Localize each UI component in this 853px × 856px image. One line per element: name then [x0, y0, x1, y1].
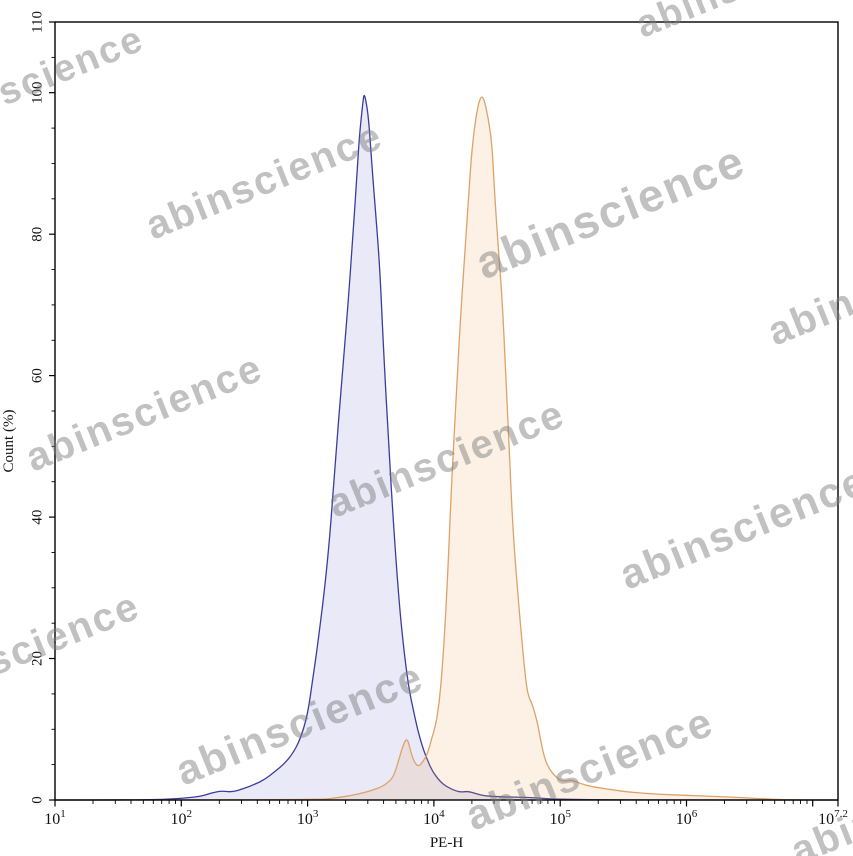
series-layer: [54, 94, 838, 801]
orange-histogram-area: [55, 97, 838, 800]
x-tick-label: 101: [44, 808, 66, 828]
y-tick-label: 0: [29, 796, 45, 804]
x-tick-label: 106: [676, 808, 698, 828]
x-tick-label: 102: [171, 808, 193, 828]
blue-histogram-curve: [54, 94, 838, 801]
y-tick-label: 100: [29, 81, 45, 104]
x-tick-label: 107.2: [818, 808, 848, 828]
y-tick-label: 80: [29, 227, 45, 242]
y-tick-label: 110: [29, 11, 45, 33]
orange-histogram-curve: [54, 96, 838, 801]
x-axis: 101 102 103 104 105 106 107.2: [44, 800, 848, 828]
x-tick-label: 104: [423, 808, 445, 828]
y-axis-title: Count (%): [1, 410, 17, 473]
y-tick-label: 60: [29, 368, 45, 383]
y-axis: 0 20 40 60 80 100 110: [29, 11, 55, 804]
x-axis-title: PE-H: [430, 835, 464, 851]
y-tick-label: 40: [29, 510, 45, 525]
x-tick-label: 105: [549, 808, 571, 828]
y-tick-label: 20: [29, 651, 45, 666]
x-tick-label: 103: [297, 808, 319, 828]
